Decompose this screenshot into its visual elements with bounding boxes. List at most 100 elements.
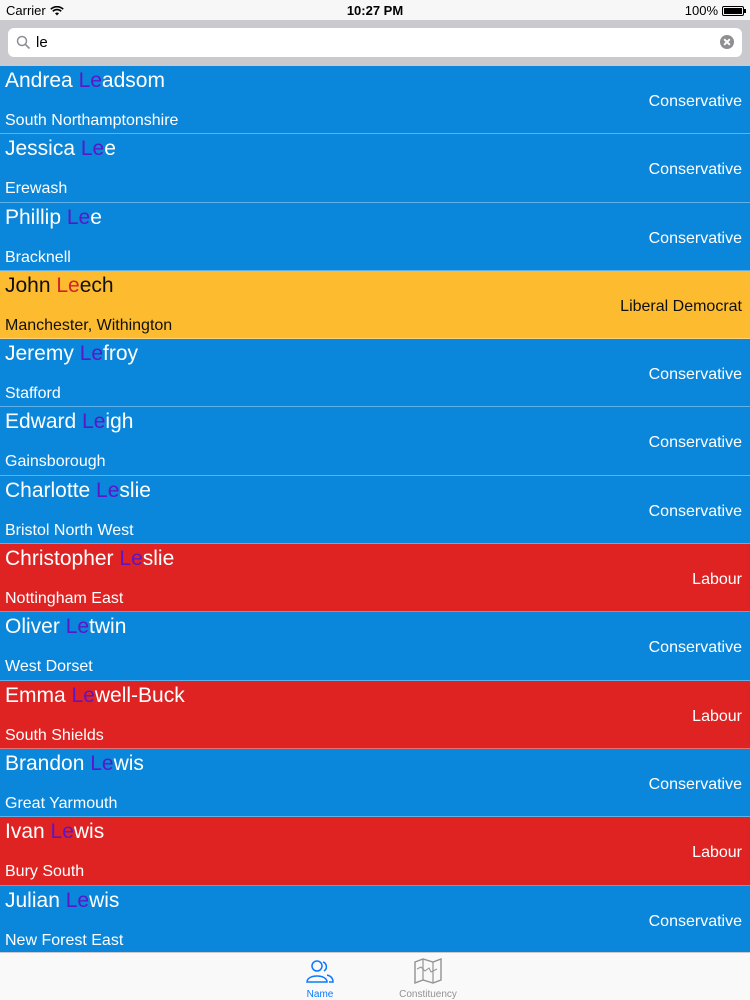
battery-icon xyxy=(722,5,746,16)
party-label: Conservative xyxy=(648,775,742,793)
mp-name-suffix: wis xyxy=(73,820,105,844)
result-row[interactable]: Oliver Letwin Conservative West Dorset xyxy=(0,612,750,681)
party-label: Conservative xyxy=(648,912,742,930)
mp-name-suffix: adsom xyxy=(101,69,165,92)
party-label: Conservative xyxy=(648,434,742,452)
constituency-label: South Northamptonshire xyxy=(5,112,179,129)
mp-name: Oliver Letwin xyxy=(5,615,126,639)
mp-name-match: Le xyxy=(71,683,95,707)
mp-name-prefix: Andrea xyxy=(5,69,79,92)
constituency-label: Bracknell xyxy=(5,248,71,266)
mp-name: Jessica Lee xyxy=(5,137,116,161)
party-label: Conservative xyxy=(648,161,742,179)
mp-name-prefix: Phillip xyxy=(5,205,67,229)
mp-name: Christopher Leslie xyxy=(5,547,174,571)
result-row[interactable]: Brandon Lewis Conservative Great Yarmouth xyxy=(0,748,750,818)
battery-percent: 100% xyxy=(684,3,718,18)
party-label: Labour xyxy=(692,571,742,589)
constituency-label: West Dorset xyxy=(5,658,93,676)
result-row[interactable]: Jessica Lee Conservative Erewash xyxy=(0,134,750,203)
result-row[interactable]: Ivan Lewis Labour Bury South xyxy=(0,817,750,886)
mp-name-prefix: Edward xyxy=(5,410,83,434)
party-label: Liberal Democrat xyxy=(620,297,742,315)
mp-name-suffix: slie xyxy=(142,547,175,571)
mp-name-match: Le xyxy=(96,478,120,502)
mp-name-prefix: Julian xyxy=(5,888,66,912)
constituency-label: Bury South xyxy=(5,863,85,881)
mp-name-match: Le xyxy=(66,205,91,229)
tab-name[interactable]: Name xyxy=(275,957,365,1000)
party-label: Labour xyxy=(692,707,742,725)
result-row[interactable]: Edward Leigh Conservative Gainsborough xyxy=(0,407,750,476)
mp-name: Julian Lewis xyxy=(5,889,119,913)
result-row[interactable]: Julian Lewis Conservative New Forest East xyxy=(0,885,750,952)
result-row[interactable]: Jeremy Lefroy Conservative Stafford xyxy=(0,339,750,408)
mp-name-match: Le xyxy=(56,273,80,297)
mp-name-prefix: Charlotte xyxy=(5,478,97,502)
constituency-label: Nottingham East xyxy=(5,590,124,608)
mp-name-suffix: igh xyxy=(105,410,134,434)
constituency-label: Manchester, Withington xyxy=(5,316,173,334)
constituency-label: Gainsborough xyxy=(5,453,106,471)
party-label: Conservative xyxy=(648,502,742,520)
party-label: Conservative xyxy=(648,229,742,247)
result-row[interactable]: Andrea Leadsom Conservative South Northamp… xyxy=(0,66,750,135)
mp-name-prefix: Emma xyxy=(5,683,72,707)
mp-name-suffix: froy xyxy=(103,342,139,366)
clear-search-icon[interactable] xyxy=(720,35,734,49)
mp-name-match: Le xyxy=(90,751,114,775)
mp-name-match: Le xyxy=(119,547,143,571)
constituency-label: Erewash xyxy=(5,180,68,198)
constituency-label: Stafford xyxy=(5,385,61,403)
people-icon xyxy=(306,960,334,983)
constituency-label: New Forest East xyxy=(5,931,124,949)
search-input[interactable] xyxy=(36,32,696,53)
mp-name: Andrea Leadsom xyxy=(5,69,165,93)
constituency-label: Great Yarmouth xyxy=(5,794,118,812)
constituency-label: South Shields xyxy=(5,726,104,744)
mp-name-prefix: Oliver xyxy=(5,615,66,639)
mp-name-match: Le xyxy=(80,137,105,161)
search-bar xyxy=(0,20,750,66)
mp-name-match: Le xyxy=(65,615,90,639)
status-time: 10:27 PM xyxy=(346,3,404,18)
party-label: Conservative xyxy=(648,93,742,110)
mp-name: Phillip Lee xyxy=(5,206,102,230)
result-row[interactable]: Phillip Lee Conservative Bracknell xyxy=(0,202,750,271)
mp-name: Edward Leigh xyxy=(5,410,133,434)
map-icon xyxy=(414,957,442,985)
mp-name-suffix: e xyxy=(90,205,102,229)
tab-constituency[interactable]: Constituency xyxy=(383,957,473,1000)
results-list[interactable]: Andrea Leadsom Conservative South Northamp… xyxy=(0,66,750,952)
mp-name: Ivan Lewis xyxy=(5,820,104,844)
tab-constituency-label: Constituency xyxy=(399,989,457,1000)
status-right: 100% xyxy=(684,3,746,18)
party-label: Conservative xyxy=(648,366,742,384)
mp-name: Brandon Lewis xyxy=(5,752,144,776)
search-icon xyxy=(16,35,31,50)
mp-name-match: Le xyxy=(65,888,90,912)
result-row[interactable]: Emma Lewell-Buck Labour South Shields xyxy=(0,680,750,749)
mp-name-prefix: Jessica xyxy=(5,137,81,161)
tab-name-label: Name xyxy=(306,989,334,1000)
constituency-label: Bristol North West xyxy=(5,521,134,539)
result-row[interactable]: Charlotte Leslie Conservative Bristol Nort… xyxy=(0,475,750,545)
status-left: Carrier xyxy=(6,3,64,18)
mp-name-suffix: ech xyxy=(79,273,114,297)
mp-name-suffix: e xyxy=(104,137,116,161)
result-row[interactable]: Christopher Leslie Labour Nottingham East xyxy=(0,544,750,613)
mp-name-prefix: John xyxy=(5,273,57,297)
mp-name: John Leech xyxy=(5,274,114,298)
mp-name: Charlotte Leslie xyxy=(5,479,151,503)
search-field[interactable] xyxy=(8,28,742,57)
battery-fill xyxy=(724,7,742,14)
mp-name-prefix: Jeremy xyxy=(5,342,80,366)
mp-name-suffix: wis xyxy=(89,888,120,912)
party-label: Conservative xyxy=(648,639,742,657)
tab-bar: Name Constituency xyxy=(0,952,750,1000)
result-row[interactable]: John Leech Liberal Democrat Manchester, Wi… xyxy=(0,270,750,340)
mp-name-match: Le xyxy=(50,820,74,844)
wifi-icon xyxy=(49,5,64,15)
mp-name-match: Le xyxy=(82,410,106,434)
mp-name-match: Le xyxy=(78,69,102,92)
